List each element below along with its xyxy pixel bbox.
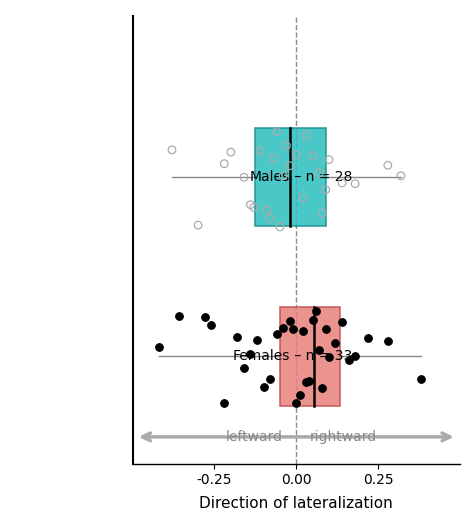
Point [155, 343, 163, 352]
Point [325, 155, 333, 164]
Point [384, 337, 392, 345]
Text: – n = 28: – n = 28 [290, 170, 352, 184]
Point [312, 307, 319, 315]
Point [194, 221, 202, 229]
Point [240, 364, 248, 373]
Point [273, 128, 281, 136]
Point [292, 398, 300, 407]
Point [263, 206, 271, 214]
Point [417, 375, 424, 384]
Point [365, 334, 372, 343]
Point [315, 346, 323, 354]
Point [397, 171, 405, 180]
Point [201, 313, 209, 321]
Point [250, 203, 257, 211]
Point [319, 384, 326, 393]
Point [175, 312, 182, 320]
Point [309, 151, 317, 160]
Point [270, 154, 277, 163]
Point [276, 222, 283, 231]
Point [351, 180, 359, 188]
Text: – n = 33: – n = 33 [290, 349, 352, 363]
Point [253, 336, 261, 345]
Point [322, 325, 329, 334]
Point [292, 151, 300, 159]
Text: Males: Males [250, 170, 290, 184]
Text: Females: Females [232, 349, 290, 363]
Point [302, 378, 310, 387]
Text: leftward: leftward [226, 430, 283, 444]
Point [332, 339, 339, 347]
Point [309, 316, 317, 325]
Point [351, 352, 359, 360]
Point [256, 147, 264, 155]
Point [279, 172, 287, 180]
Point [322, 186, 329, 194]
Point [315, 169, 323, 177]
Point [227, 148, 235, 157]
X-axis label: Direction of lateralization: Direction of lateralization [200, 496, 393, 511]
Point [296, 391, 303, 399]
Point [279, 324, 287, 332]
Point [246, 200, 254, 209]
Point [246, 350, 254, 358]
Point [234, 333, 241, 341]
Point [220, 160, 228, 168]
Point [260, 383, 267, 391]
Point [240, 173, 248, 181]
Point [266, 214, 274, 222]
Point [319, 209, 326, 217]
Point [325, 353, 333, 361]
Point [338, 318, 346, 326]
Text: rightward: rightward [310, 430, 376, 444]
Point [220, 398, 228, 407]
Point [306, 377, 313, 385]
Point [168, 145, 176, 154]
Point [345, 356, 352, 364]
Point [384, 161, 392, 170]
Point [286, 162, 293, 170]
Point [208, 320, 215, 329]
Point [338, 179, 346, 187]
Point [283, 141, 290, 150]
Point [286, 317, 293, 325]
Point [289, 325, 297, 333]
Point [302, 131, 310, 139]
Point [299, 194, 307, 202]
Point [273, 330, 281, 338]
Point [299, 327, 307, 335]
Bar [280, 307, 340, 406]
Point [266, 375, 274, 383]
Bar [255, 128, 326, 227]
